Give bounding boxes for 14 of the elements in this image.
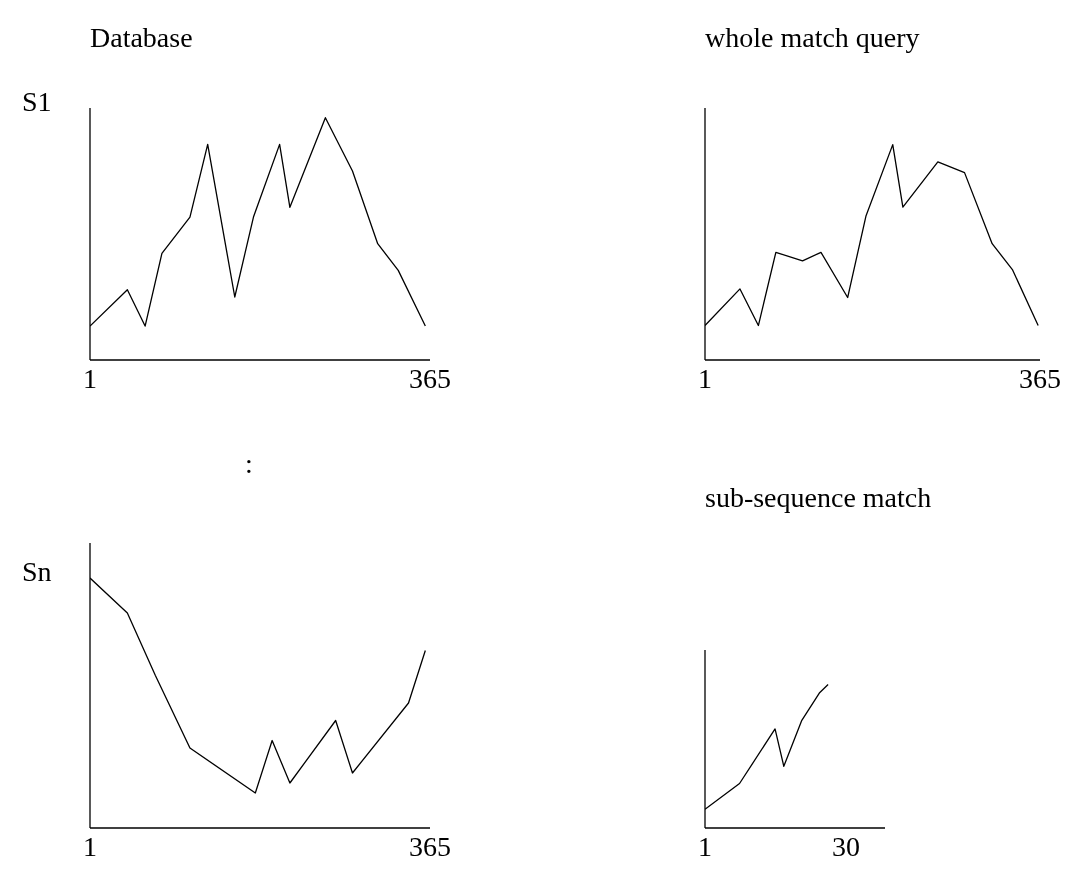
x-tick-label: 1 xyxy=(698,362,712,394)
x-tick-label: 365 xyxy=(409,830,451,862)
x-tick-label: 1 xyxy=(83,362,97,394)
x-tick-label: 365 xyxy=(409,362,451,394)
chart-title: whole match query xyxy=(705,22,920,54)
x-tick-label: 365 xyxy=(1019,362,1061,394)
y-axis-title: Sn xyxy=(22,556,52,588)
x-tick-label: 1 xyxy=(83,830,97,862)
x-tick-label: 30 xyxy=(832,830,861,862)
chart-title: Database xyxy=(90,22,193,54)
text: : xyxy=(245,448,253,480)
chart-title: sub-sequence match xyxy=(705,482,932,514)
x-tick-label: 1 xyxy=(698,830,712,862)
y-axis-title: S1 xyxy=(22,86,52,118)
